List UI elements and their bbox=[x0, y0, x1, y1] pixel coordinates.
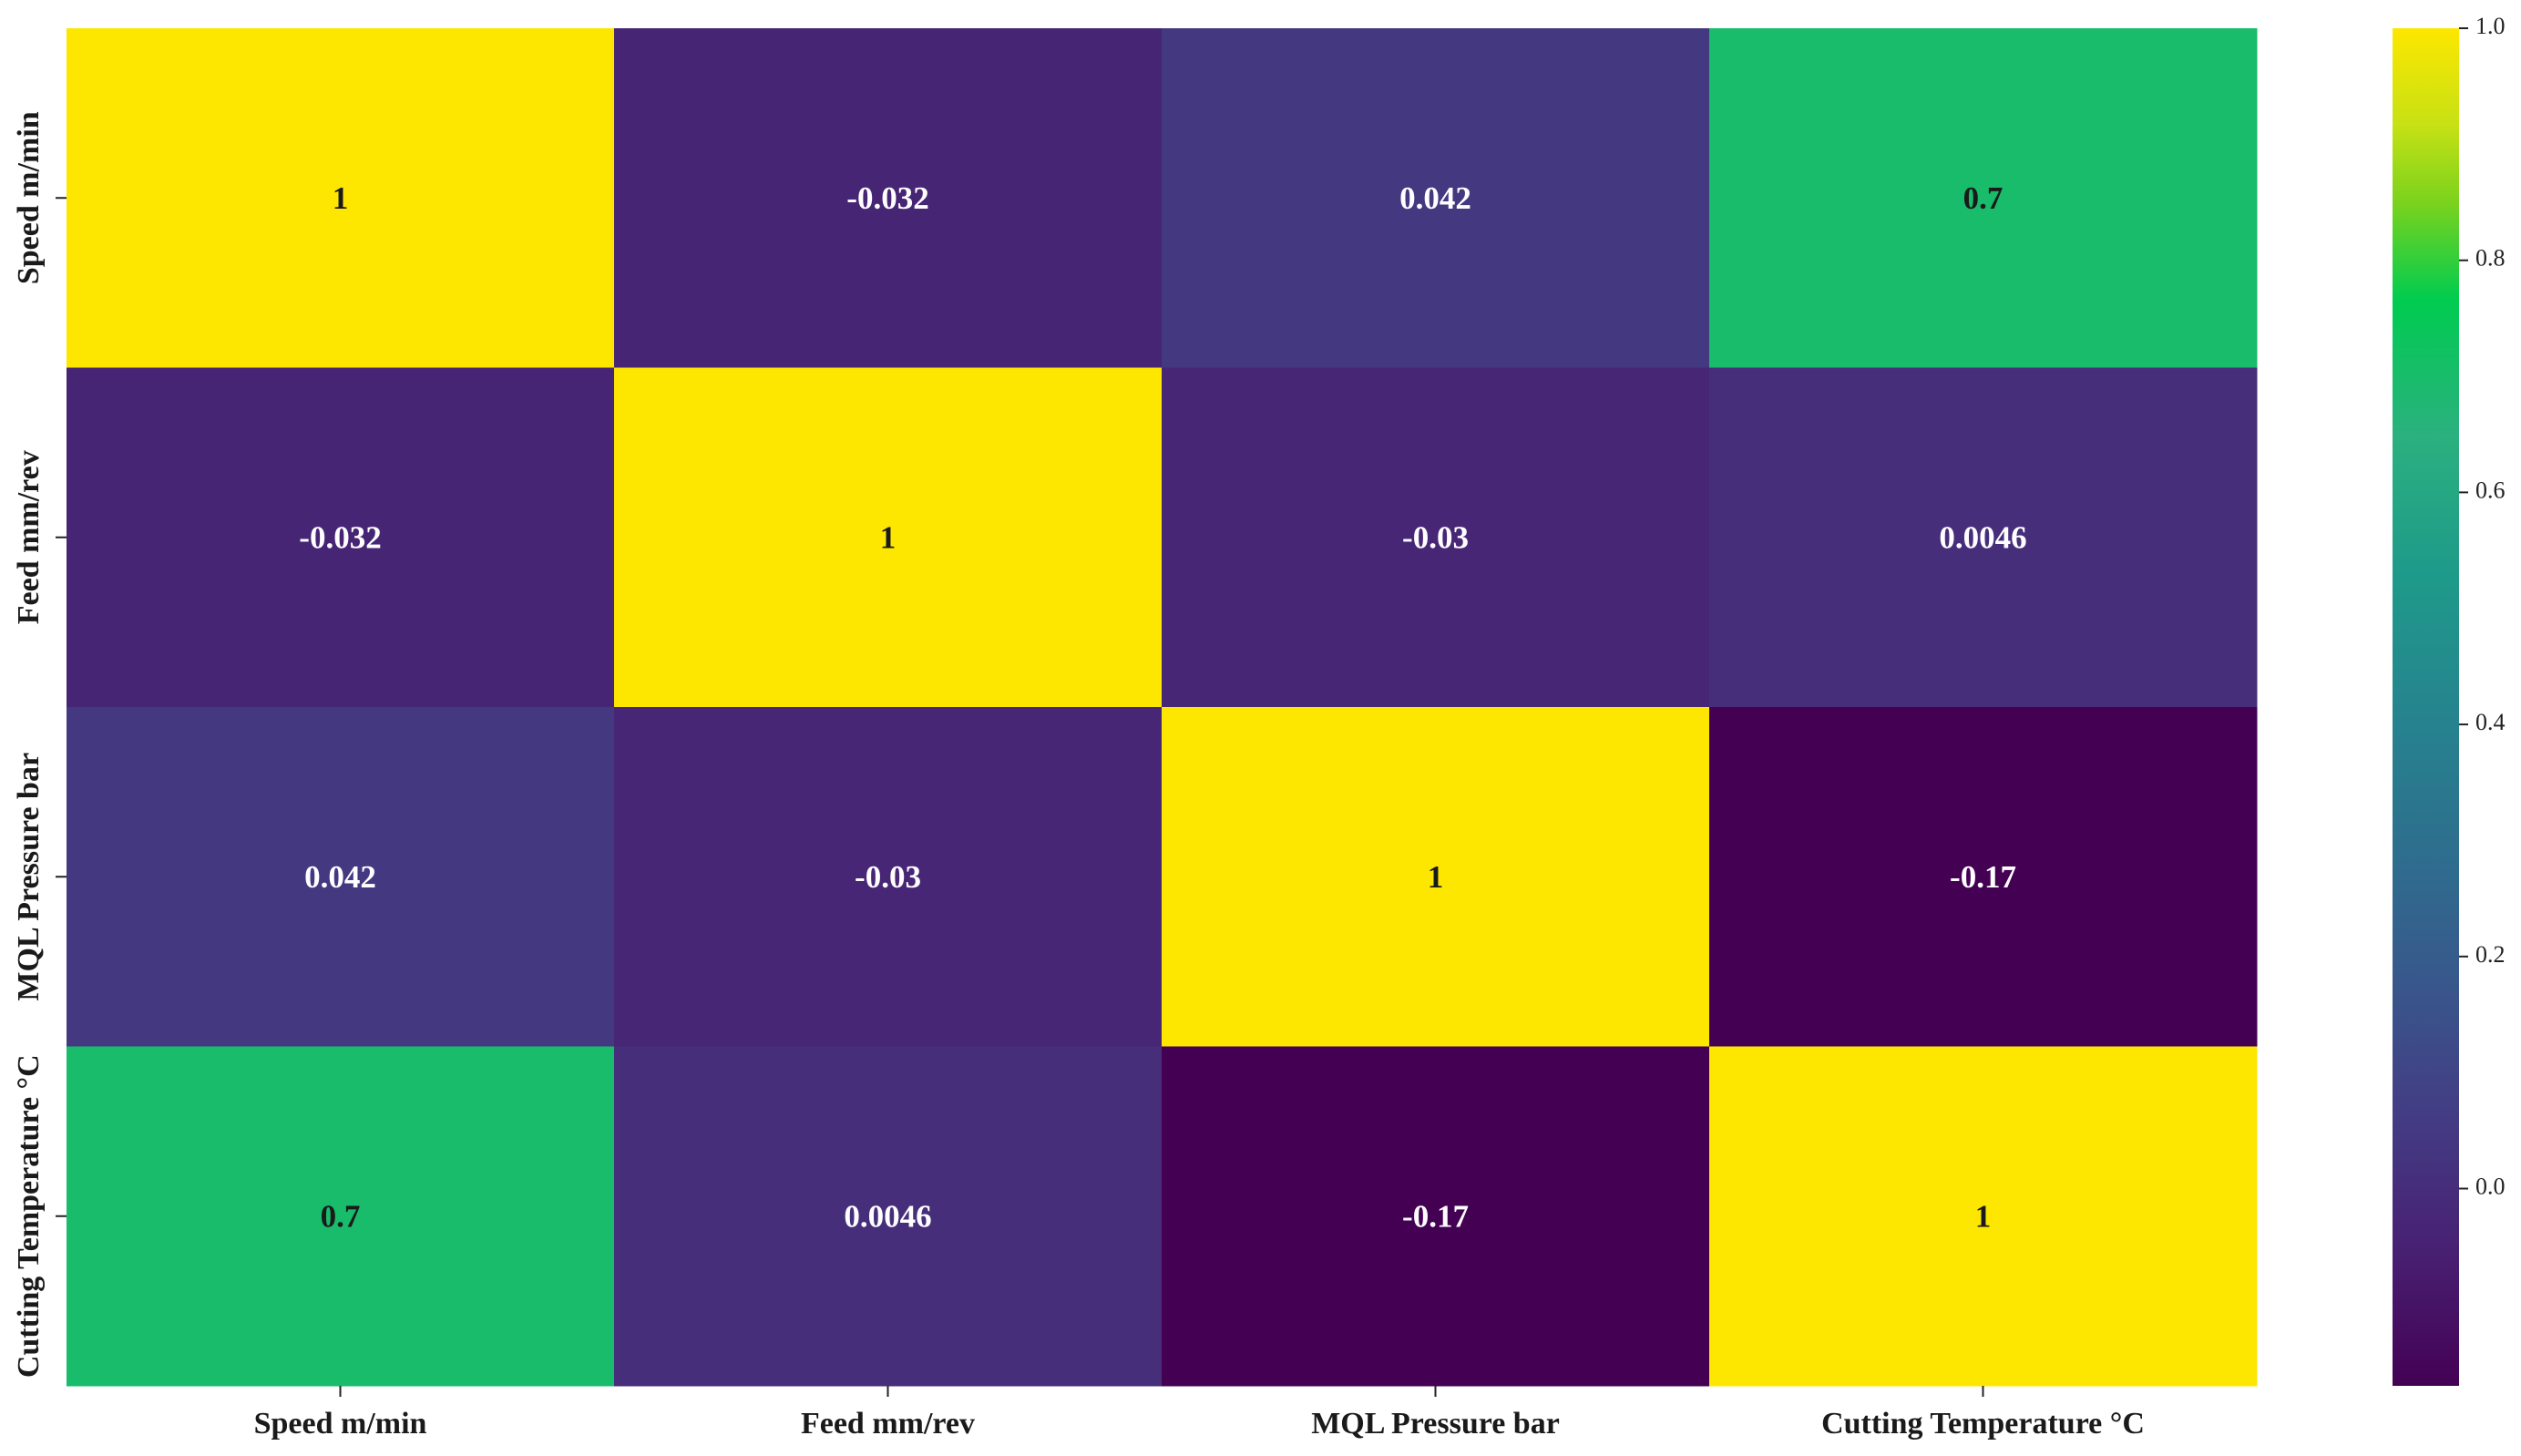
cells-layer bbox=[67, 28, 2258, 1387]
cell-label-r0-c1: -0.032 bbox=[846, 180, 928, 216]
x-tick-label: Speed m/min bbox=[254, 1407, 427, 1441]
colorbar-tick-label: 0.4 bbox=[2475, 709, 2506, 735]
heatmap-cell-r2-c0 bbox=[67, 707, 615, 1047]
cell-label-r1-c2: -0.03 bbox=[1402, 519, 1469, 555]
colorbar-gradient bbox=[2393, 28, 2459, 1386]
cell-label-r3-c3: 1 bbox=[1975, 1198, 1992, 1234]
x-axis: Speed m/min Feed mm/rev MQL Pressure bar Cu… bbox=[254, 1386, 2145, 1441]
heatmap-cell-r1-c1 bbox=[614, 367, 1163, 708]
cell-label-r2-c2: 1 bbox=[1428, 859, 1444, 895]
heatmap-cell-r1-c2 bbox=[1162, 367, 1710, 708]
colorbar-tick-label: 0.6 bbox=[2475, 477, 2506, 503]
y-tick-label: MQL Pressure bar bbox=[12, 753, 46, 1001]
colorbar-tick-label: 0.2 bbox=[2475, 941, 2506, 968]
heatmap-cell-r0-c3 bbox=[1709, 28, 2258, 368]
heatmap-cell-r3-c0 bbox=[67, 1046, 615, 1387]
heatmap-cell-r2-c3 bbox=[1709, 707, 2258, 1047]
heatmap-cell-r2-c1 bbox=[614, 707, 1163, 1047]
cell-label-r0-c3: 0.7 bbox=[1963, 180, 2003, 216]
colorbar: 0.0 0.2 0.4 0.6 0.8 1.0 bbox=[2393, 13, 2506, 1386]
cell-label-r2-c1: -0.03 bbox=[855, 859, 921, 895]
y-tick-label: Speed m/min bbox=[12, 111, 46, 284]
colorbar-tick-label: 0.8 bbox=[2475, 245, 2506, 272]
heatmap-cell-r2-c2 bbox=[1162, 707, 1710, 1047]
heatmap-cell-r1-c0 bbox=[67, 367, 615, 708]
colorbar-tick-label: 1.0 bbox=[2475, 13, 2506, 39]
cell-label-r1-c3: 0.0046 bbox=[1939, 519, 2026, 555]
heatmap-cell-r3-c1 bbox=[614, 1046, 1163, 1387]
cell-label-r3-c2: -0.17 bbox=[1402, 1198, 1469, 1234]
y-tick-label: Cutting Temperature °C bbox=[12, 1054, 46, 1378]
heatmap-cell-r0-c1 bbox=[614, 28, 1163, 368]
heatmap-cell-r3-c3 bbox=[1709, 1046, 2258, 1387]
heatmap-cell-r0-c0 bbox=[67, 28, 615, 368]
cell-label-r0-c2: 0.042 bbox=[1399, 180, 1471, 216]
cell-label-r2-c0: 0.042 bbox=[304, 859, 376, 895]
cell-label-r3-c1: 0.0046 bbox=[844, 1198, 931, 1234]
heatmap-cell-r0-c2 bbox=[1162, 28, 1710, 368]
cell-label-r1-c1: 1 bbox=[880, 519, 897, 555]
cell-labels-layer: 1 -0.032 0.042 0.7 -0.032 1 -0.03 0.0046 0.042 -0… bbox=[299, 180, 2026, 1235]
cell-label-r2-c3: -0.17 bbox=[1950, 859, 2016, 895]
y-tick-label: Feed mm/rev bbox=[12, 450, 46, 624]
heatmap-cell-r1-c3 bbox=[1709, 367, 2258, 708]
x-tick-label: Feed mm/rev bbox=[801, 1407, 975, 1441]
heatmap-cell-r3-c2 bbox=[1162, 1046, 1710, 1387]
x-tick-label: Cutting Temperature °C bbox=[1821, 1407, 2145, 1441]
colorbar-tick-label: 0.0 bbox=[2475, 1173, 2506, 1199]
cell-label-r3-c0: 0.7 bbox=[321, 1198, 361, 1234]
x-tick-label: MQL Pressure bar bbox=[1311, 1407, 1560, 1441]
cell-label-r0-c0: 1 bbox=[333, 180, 349, 216]
cell-label-r1-c0: -0.032 bbox=[299, 519, 381, 555]
y-axis: Speed m/min Feed mm/rev MQL Pressure bar Cu… bbox=[12, 111, 67, 1378]
